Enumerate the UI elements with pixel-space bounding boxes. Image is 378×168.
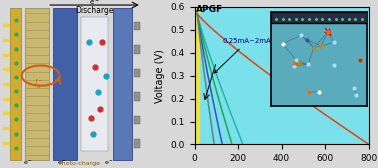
FancyBboxPatch shape	[10, 8, 21, 160]
Text: e$^-$: e$^-$	[89, 0, 100, 7]
Y-axis label: Voltage (V): Voltage (V)	[155, 49, 165, 102]
Text: Discharge: Discharge	[75, 6, 114, 15]
FancyBboxPatch shape	[113, 8, 132, 160]
Text: e$^-$: e$^-$	[104, 159, 114, 167]
FancyBboxPatch shape	[134, 22, 140, 30]
Text: $I_3^-$: $I_3^-$	[34, 77, 44, 91]
FancyBboxPatch shape	[25, 8, 49, 160]
Text: e$^-$: e$^-$	[57, 159, 67, 167]
FancyBboxPatch shape	[134, 69, 140, 77]
FancyBboxPatch shape	[134, 116, 140, 124]
Text: Photo-charge: Photo-charge	[58, 161, 101, 166]
FancyBboxPatch shape	[81, 17, 108, 151]
Text: e$^-$: e$^-$	[23, 159, 33, 167]
Text: APGF: APGF	[196, 6, 223, 14]
FancyBboxPatch shape	[134, 92, 140, 101]
FancyBboxPatch shape	[53, 8, 77, 160]
FancyBboxPatch shape	[134, 45, 140, 54]
Text: 0.25mA~2mA: 0.25mA~2mA	[214, 38, 272, 73]
FancyBboxPatch shape	[134, 139, 140, 148]
Bar	[195, 7, 198, 144]
